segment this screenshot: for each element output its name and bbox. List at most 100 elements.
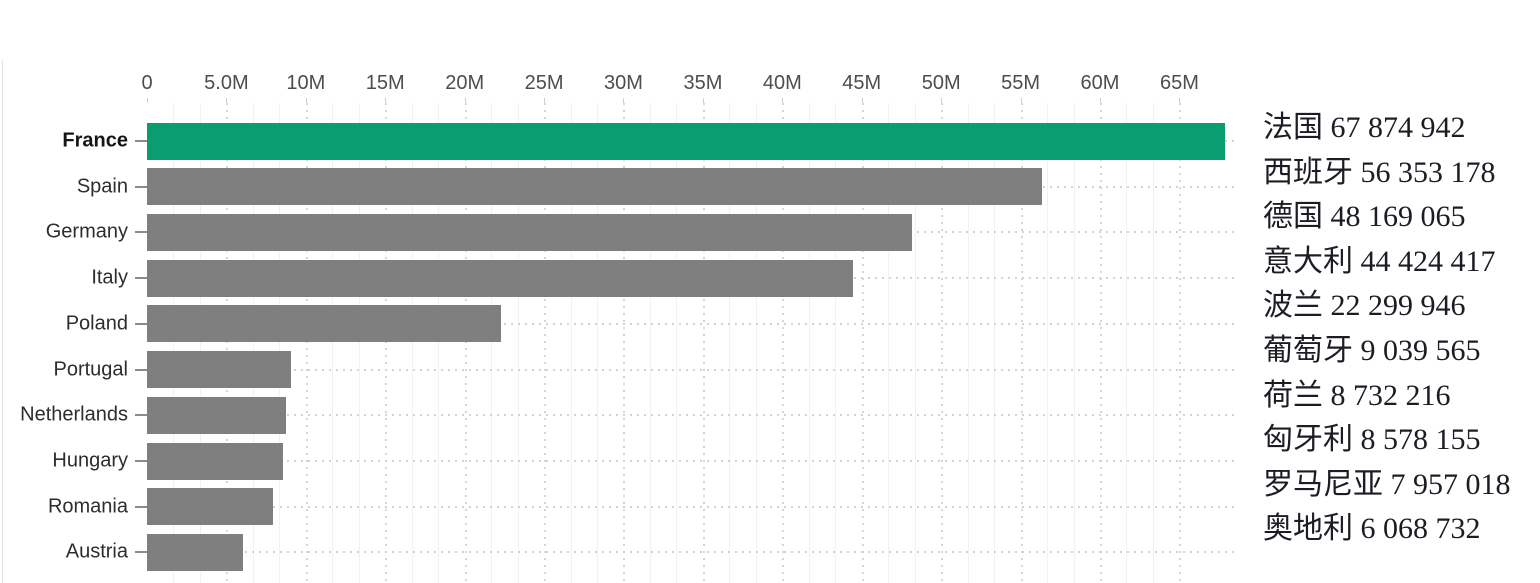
category-label-italy: Italy [91, 266, 128, 289]
vertical-gridline [544, 103, 547, 583]
minor-gridline [279, 103, 281, 583]
category-label-romania: Romania [47, 495, 128, 518]
category-tick-mark [135, 368, 147, 371]
minor-gridline [173, 103, 175, 583]
value-list-item: 意大利 44 424 417 [1263, 244, 1496, 278]
pane-left-border [2, 60, 3, 583]
vertical-gridline [464, 103, 467, 583]
bar-hungary[interactable] [147, 442, 284, 480]
vertical-gridline [385, 103, 388, 583]
minor-gridline [491, 103, 493, 583]
horizontal-gridline [147, 414, 1235, 417]
bar-france[interactable] [147, 122, 1226, 160]
minor-gridline [729, 103, 731, 583]
category-tick-mark [135, 185, 147, 188]
category-label-austria: Austria [65, 540, 128, 563]
bar-austria[interactable] [147, 533, 244, 571]
minor-gridline [199, 103, 201, 583]
x-axis-tick-label: 30M [604, 72, 643, 94]
value-list-item: 西班牙 56 353 178 [1263, 155, 1496, 189]
vertical-gridline [782, 103, 785, 583]
x-axis-tick-label: 0 [141, 72, 153, 94]
minor-gridline [808, 103, 810, 583]
horizontal-gridline [147, 460, 1235, 463]
category-label-spain: Spain [76, 175, 128, 198]
vertical-gridline [226, 103, 229, 583]
bar-germany[interactable] [147, 213, 913, 251]
minor-gridline [888, 103, 890, 583]
vertical-gridline [305, 103, 308, 583]
x-axis-tick-mark [544, 98, 546, 103]
minor-gridline [835, 103, 837, 583]
vertical-gridline [861, 103, 864, 583]
minor-gridline [1126, 103, 1128, 583]
minor-gridline [1047, 103, 1049, 583]
minor-gridline [914, 103, 916, 583]
minor-gridline [1152, 103, 1154, 583]
vertical-gridline [1179, 103, 1182, 583]
vertical-gridline [623, 103, 626, 583]
category-tick-mark [135, 231, 147, 234]
value-label-list: 法国 67 874 942 西班牙 56 353 178 德国 48 169 065… [1263, 106, 1511, 552]
category-label-portugal: Portugal [53, 358, 129, 381]
minor-gridline [597, 103, 599, 583]
horizontal-gridline [147, 551, 1235, 554]
horizontal-gridline [147, 322, 1235, 325]
minor-gridline [252, 103, 254, 583]
category-tick-mark [135, 551, 147, 554]
x-axis-tick-label: 40M [762, 72, 802, 94]
x-axis-tick-label: 20M [445, 72, 485, 94]
value-list-item: 葡萄牙 9 039 565 [1263, 333, 1481, 367]
value-list-item: 奥地利 6 068 732 [1263, 512, 1481, 546]
minor-gridline [994, 103, 996, 583]
x-axis-tick-mark [1099, 98, 1101, 103]
x-axis-tick-label: 60M [1080, 72, 1120, 94]
x-axis-tick-label: 35M [683, 72, 723, 94]
category-tick-mark [135, 460, 147, 463]
bar-romania[interactable] [147, 488, 274, 526]
x-axis-tick-label: 5.0M [204, 72, 249, 94]
minor-gridline [649, 103, 651, 583]
category-tick-mark [135, 414, 147, 417]
value-list-item: 荷兰 8 732 216 [1263, 378, 1451, 412]
bar-spain[interactable] [147, 168, 1043, 206]
x-axis-tick-mark [1020, 98, 1022, 103]
value-list-item: 波兰 22 299 946 [1263, 289, 1466, 323]
x-axis-tick-mark [385, 98, 387, 103]
minor-gridline [967, 103, 969, 583]
bar-italy[interactable] [147, 259, 853, 297]
x-axis-tick-mark [702, 98, 704, 103]
minor-gridline [438, 103, 440, 583]
x-axis-tick-label: 25M [524, 72, 564, 94]
x-axis-tick-label: 65M [1159, 72, 1199, 94]
x-axis-tick-mark [305, 98, 307, 103]
value-list-item: 法国 67 874 942 [1263, 111, 1466, 144]
x-axis-tick-label: 15M [365, 72, 405, 94]
minor-gridline [755, 103, 757, 583]
x-axis-tick-label: 45M [842, 72, 882, 94]
vertical-gridline [1099, 103, 1102, 583]
vertical-gridline [702, 103, 705, 583]
minor-gridline [570, 103, 572, 583]
value-list-item: 匈牙利 8 578 155 [1263, 423, 1481, 457]
x-axis-tick-mark [464, 98, 466, 103]
bar-netherlands[interactable] [147, 396, 286, 434]
bar-poland[interactable] [147, 305, 502, 343]
x-axis-tick-mark [782, 98, 784, 103]
category-label-germany: Germany [45, 220, 128, 243]
minor-gridline [1073, 103, 1075, 583]
value-list-item: 罗马尼亚 7 957 018 [1263, 467, 1511, 501]
category-label-hungary: Hungary [52, 449, 128, 472]
x-axis-tick-label: 50M [921, 72, 961, 94]
vertical-gridline [1020, 103, 1023, 583]
category-label-netherlands: Netherlands [20, 403, 128, 426]
bar-portugal[interactable] [147, 351, 291, 389]
x-axis-tick-mark [1179, 98, 1181, 103]
category-tick-mark [135, 322, 147, 325]
x-axis-tick-label: 10M [286, 72, 326, 94]
minor-gridline [332, 103, 334, 583]
value-list-item: 德国 48 169 065 [1263, 200, 1466, 234]
x-axis-tick-label: 55M [1001, 72, 1041, 94]
minor-gridline [411, 103, 413, 583]
